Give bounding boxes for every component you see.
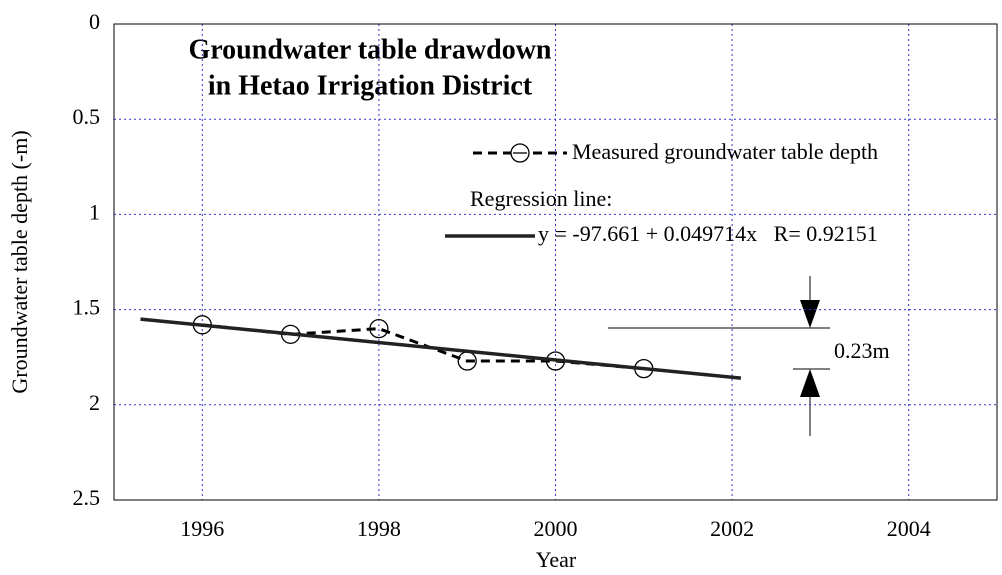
data-point: [369, 318, 389, 339]
y-tick-label: 0.5: [73, 104, 101, 129]
chart-title: in Hetao Irrigation District: [208, 70, 533, 101]
legend-label: Measured groundwater table depth: [572, 139, 878, 164]
gap-label: 0.23m: [834, 338, 890, 363]
x-tick-label: 2002: [710, 516, 754, 541]
y-tick-label: 2: [89, 390, 100, 415]
x-tick-label: 2000: [534, 516, 578, 541]
gap-annotation: [608, 276, 830, 436]
y-tick-label: 0: [89, 9, 100, 34]
y-tick-label: 2.5: [73, 485, 101, 510]
x-tick-label: 1998: [357, 516, 401, 541]
chart-title: Groundwater table drawdown: [188, 34, 551, 65]
x-tick-label: 1996: [180, 516, 224, 541]
x-axis-label: Year: [536, 547, 577, 572]
x-tick-label: 2004: [887, 516, 931, 541]
plot-frame: [113, 23, 998, 501]
regression-equation: y = -97.661 + 0.049714x R= 0.92151: [538, 221, 878, 246]
y-tick-label: 1: [89, 199, 100, 224]
y-axis-label: Groundwater table depth (-m): [7, 130, 32, 393]
legend-label: Regression line:: [470, 186, 612, 211]
arrow-head: [800, 300, 820, 328]
y-tick-label: 1.5: [73, 295, 101, 320]
series-line: [140, 317, 742, 380]
arrow-head: [800, 369, 820, 397]
